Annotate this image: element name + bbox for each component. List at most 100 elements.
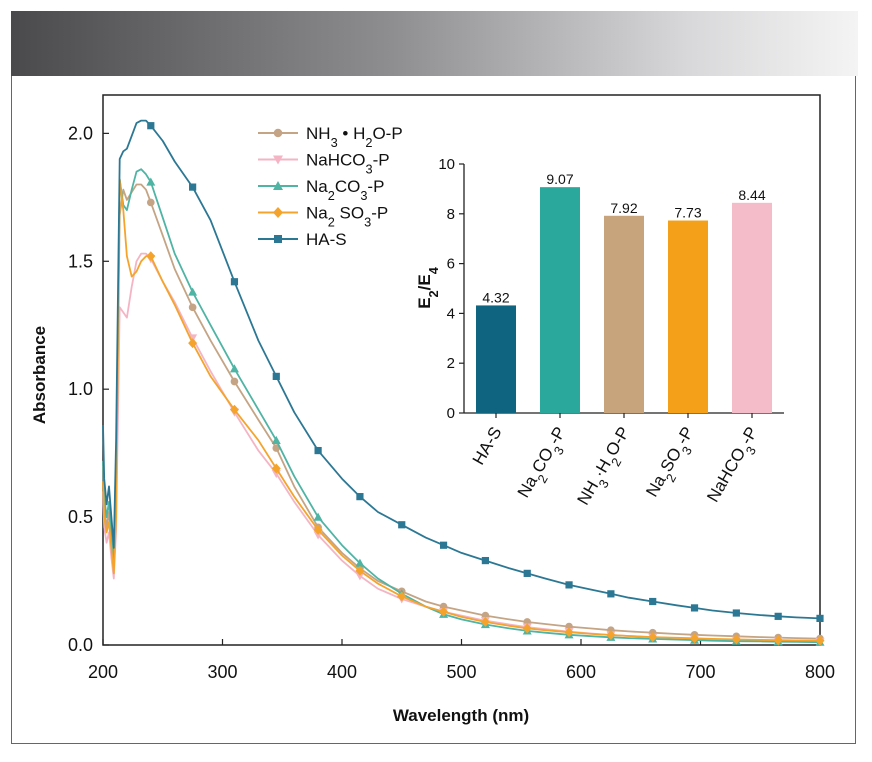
header-banner — [11, 11, 858, 76]
main-x-axis: 200 300 400 500 600 700 800 — [88, 639, 835, 682]
y-tick-label: 0.0 — [68, 635, 93, 655]
series-marker — [480, 617, 490, 627]
legend-item: NH3 • H2O-P — [258, 124, 403, 150]
series-marker — [272, 372, 280, 380]
x-tick-label: 600 — [566, 662, 596, 682]
series-marker — [188, 303, 197, 312]
series-marker — [230, 278, 239, 286]
legend-item: NaHCO3-P — [258, 151, 390, 176]
series-marker — [188, 287, 198, 296]
series-marker — [773, 635, 783, 646]
legend-label: HA-S — [306, 230, 347, 249]
series-marker — [146, 198, 155, 207]
x-tick-label: 500 — [446, 662, 476, 682]
series-line — [102, 119, 821, 620]
inset-y-tick-label: 2 — [447, 355, 455, 372]
figure-frame — [11, 76, 856, 744]
inset-bar-value-label: 7.73 — [674, 205, 701, 221]
inset-bar — [732, 202, 772, 413]
series-marker — [313, 524, 323, 535]
series-marker — [272, 444, 281, 452]
series-marker — [815, 635, 825, 646]
series-marker — [565, 581, 573, 589]
series-marker — [271, 463, 281, 474]
series-marker — [147, 122, 155, 130]
series-marker — [229, 364, 239, 373]
y-tick-label: 2.0 — [68, 123, 93, 143]
y-tick-label: 1.0 — [68, 379, 93, 399]
series-marker — [690, 604, 699, 612]
legend-label: Na2CO3-P — [306, 177, 384, 203]
legend-label: Na2 SO3-P — [306, 204, 388, 230]
series-marker — [356, 493, 364, 501]
series-marker — [355, 558, 365, 567]
x-tick-label: 200 — [88, 662, 118, 682]
series-marker — [229, 404, 239, 415]
series-marker — [314, 446, 322, 455]
series-marker — [690, 633, 700, 644]
y-axis-title: Absorbance — [30, 326, 49, 424]
series-marker — [146, 251, 156, 262]
series-marker — [481, 556, 489, 565]
x-tick-label: 700 — [685, 662, 715, 682]
series-marker — [273, 155, 283, 165]
series-marker — [274, 235, 282, 243]
series-marker — [273, 181, 283, 190]
inset-y-tick-label: 4 — [447, 305, 455, 322]
series-marker — [606, 630, 616, 640]
series-marker — [522, 623, 532, 634]
main-series-group — [102, 119, 825, 647]
series-marker — [146, 177, 156, 186]
series-marker — [648, 632, 658, 643]
series-marker — [273, 128, 283, 138]
x-axis-title: Wavelength (nm) — [393, 706, 529, 725]
legend-item: Na2 SO3-P — [258, 204, 388, 230]
inset-bar — [668, 220, 708, 413]
series-marker — [774, 612, 782, 620]
series-marker — [523, 569, 531, 577]
inset-bar — [540, 187, 580, 413]
series-marker — [313, 512, 323, 521]
main-y-axis: 0.0 0.5 1.0 1.5 2.0 — [68, 123, 109, 655]
series-marker — [355, 572, 365, 581]
inset-bar-value-label: 7.92 — [610, 200, 637, 216]
series-marker — [271, 435, 281, 444]
series-marker — [732, 609, 740, 617]
x-tick-label: 800 — [805, 662, 835, 682]
x-tick-label: 300 — [207, 662, 237, 682]
series-marker — [189, 183, 197, 191]
series-marker — [649, 597, 657, 606]
series-marker — [273, 207, 283, 218]
inset-bar-value-label: 4.32 — [482, 289, 509, 305]
series-marker — [398, 521, 406, 529]
inset-y-axis-title: E2/E4 — [415, 266, 441, 309]
inset-bar — [476, 305, 516, 413]
series-marker — [230, 377, 239, 386]
series-marker — [816, 614, 824, 622]
inset-y-tick-label: 6 — [447, 256, 455, 273]
inset-bar-value-label: 9.07 — [546, 171, 573, 187]
series-marker — [188, 338, 198, 349]
series-marker — [607, 590, 615, 598]
legend-item: HA-S — [258, 230, 347, 249]
series-line — [102, 183, 821, 640]
series-marker — [355, 565, 365, 576]
series-marker — [731, 634, 741, 645]
inset-bar-value-label: 8.44 — [738, 187, 765, 203]
inset-y-tick-label: 0 — [447, 405, 455, 422]
legend-label: NH3 • H2O-P — [306, 124, 403, 150]
y-tick-label: 1.5 — [68, 251, 93, 271]
legend-item: Na2CO3-P — [258, 177, 384, 203]
series-marker — [397, 591, 407, 602]
inset-y-tick-label: 10 — [438, 156, 455, 173]
x-tick-label: 400 — [327, 662, 357, 682]
inset-y-tick-label: 8 — [447, 206, 455, 223]
series-4 — [102, 119, 824, 622]
series-marker — [439, 541, 448, 549]
series-marker — [564, 627, 574, 638]
series-marker — [439, 606, 449, 617]
series-3 — [102, 178, 825, 646]
inset-bar — [604, 215, 644, 413]
